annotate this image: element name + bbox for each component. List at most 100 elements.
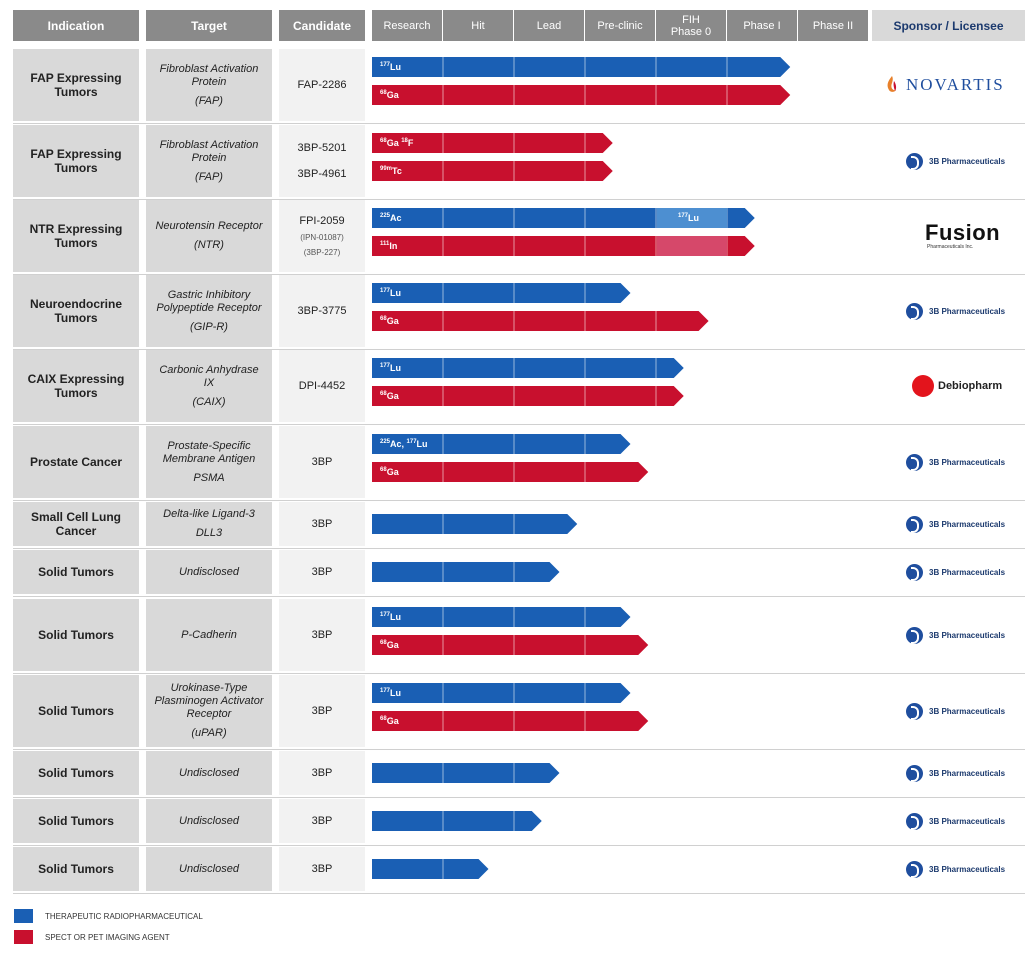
candidate-cell: DPI-4452	[279, 350, 365, 422]
target-line: (FAP)	[195, 94, 223, 107]
row-divider	[13, 797, 1025, 798]
3b-wordmark: 3B Pharmaceuticals	[929, 306, 1006, 316]
candidate-label: 3BP	[311, 767, 333, 779]
target-line: P-Cadherin	[181, 628, 237, 641]
pipeline-bar-imaging	[372, 311, 711, 331]
sponsor-logo-3b: 3B Pharmaceuticals	[906, 275, 1005, 347]
pipeline-bar-imaging	[372, 133, 615, 153]
indication-cell: FAP Expressing Tumors	[13, 49, 139, 121]
3b-wordmark: 3B Pharmaceuticals	[929, 768, 1006, 778]
3b-pharmaceuticals-icon	[906, 453, 923, 471]
isotope-mass: 177	[380, 288, 391, 294]
bar-isotope-label: 68Ga 18F	[380, 138, 414, 148]
pipeline-bar-therapeutic	[372, 859, 491, 879]
bar-isotope-label: 68Ga	[380, 311, 399, 331]
candidate-cell: FAP-2286	[279, 49, 365, 121]
3b-pharmaceuticals-icon	[906, 860, 923, 878]
target-cell: Prostate-Specific Membrane Antigen PSMA	[146, 426, 272, 498]
isotope-symbol: Tc	[392, 166, 402, 176]
isotope-symbol: Ac	[390, 213, 402, 223]
legend-therapeutic: THERAPEUTIC RADIOPHARMACEUTICAL	[14, 909, 203, 923]
row-divider	[13, 500, 1025, 501]
isotope-symbol: Lu	[688, 213, 700, 223]
isotope-mass: 68	[380, 90, 387, 96]
candidate-label: 3BP	[311, 705, 333, 717]
sponsor-logo-novartis: NOVARTIS	[886, 49, 1005, 121]
header-phase-1: Research	[372, 10, 442, 41]
header-phase-7: Phase II	[798, 10, 868, 41]
header-phase-5: FIH Phase 0	[656, 10, 726, 41]
3b-pharmaceuticals-icon	[906, 302, 923, 320]
bar-isotope-label: 177Lu	[380, 358, 401, 378]
3b-pharmaceuticals-icon	[906, 515, 923, 533]
pipeline-bar-therapeutic	[372, 607, 633, 627]
isotope-mass: 111	[380, 241, 390, 247]
target-line: Prostate-Specific Membrane Antigen	[162, 439, 256, 465]
candidate-label: (IPN-01087)	[300, 233, 344, 242]
bar-isotope-label: 177Lu	[380, 607, 401, 627]
isotope-mass: 68	[380, 391, 387, 397]
candidate-label: 3BP	[311, 518, 333, 530]
indication-cell: CAIX Expressing Tumors	[13, 350, 139, 422]
legend-therapeutic-label: THERAPEUTIC RADIOPHARMACEUTICAL	[45, 911, 203, 921]
sponsor-logo-3b: 3B Pharmaceuticals	[906, 502, 1005, 546]
row-divider	[13, 749, 1025, 750]
target-line: Gastric Inhibitory Polypeptide Receptor	[156, 288, 262, 314]
row-divider	[13, 893, 1025, 894]
isotope-mass: 177	[380, 62, 391, 68]
isotope-symbol: Ga	[386, 467, 399, 477]
sponsor-logo-fusion: Fusion Pharmaceuticals Inc.	[925, 200, 1000, 272]
novartis-wordmark: NOVARTIS	[906, 75, 1005, 94]
bar-isotope-label: 177Lu	[678, 208, 699, 228]
target-line: (GIP-R)	[190, 320, 228, 333]
pipeline-bar-highlight	[657, 208, 727, 228]
candidate-cell: 3BP-3775	[279, 275, 365, 347]
3b-wordmark: 3B Pharmaceuticals	[929, 457, 1006, 467]
candidate-cell: 3BP	[279, 426, 365, 498]
isotope-mass: 68	[380, 467, 387, 473]
isotope-mass: 177	[380, 688, 391, 694]
header-indication: Indication	[13, 10, 139, 41]
3b-pharmaceuticals-icon	[906, 812, 923, 830]
bar-isotope-label: 111In	[380, 236, 397, 256]
isotope-mass: 68	[380, 316, 387, 322]
header-phase-6: Phase I	[727, 10, 797, 41]
isotope-mass: 18	[401, 138, 408, 144]
isotope-symbol: Lu	[390, 363, 402, 373]
isotope-symbol: Ga	[386, 90, 399, 100]
3b-wordmark: 3B Pharmaceuticals	[929, 816, 1006, 826]
debiopharm-icon	[912, 375, 934, 397]
isotope-symbol: Ga	[386, 640, 399, 650]
legend-imaging-swatch	[14, 930, 33, 944]
row-divider	[13, 548, 1025, 549]
target-line: (CAIX)	[192, 395, 226, 408]
target-line: (uPAR)	[191, 727, 227, 739]
bar-isotope-label: 225Ac	[380, 208, 402, 228]
indication-cell: Solid Tumors	[13, 799, 139, 843]
target-line: Fibroblast Activation Protein	[159, 62, 259, 88]
target-cell: P-Cadherin	[146, 599, 272, 671]
bar-isotope-label: 177Lu	[380, 683, 401, 703]
row-divider	[13, 424, 1025, 425]
target-cell: Urokinase-Type Plasminogen Activator Rec…	[146, 675, 272, 747]
pipeline-bar-therapeutic	[372, 358, 686, 378]
indication-cell: Solid Tumors	[13, 847, 139, 891]
row-divider	[13, 349, 1025, 350]
isotope-mass: 177	[406, 439, 417, 445]
candidate-cell: 3BP	[279, 799, 365, 843]
target-line: Undisclosed	[179, 862, 239, 875]
indication-cell: Solid Tumors	[13, 599, 139, 671]
bar-isotope-label: 68Ga	[380, 635, 399, 655]
debiopharm-wordmark: Debiopharm	[938, 380, 1003, 392]
candidate-cell: 3BP	[279, 502, 365, 546]
row-divider	[13, 274, 1025, 275]
3b-wordmark: 3B Pharmaceuticals	[929, 706, 1006, 716]
target-line: PSMA	[193, 471, 225, 484]
row-divider	[13, 199, 1025, 200]
target-line: Fibroblast Activation Protein	[159, 138, 259, 164]
candidate-label: 3BP-5201	[297, 142, 347, 154]
pipeline-bar-therapeutic	[372, 562, 562, 582]
target-cell: Undisclosed	[146, 550, 272, 594]
candidate-label: 3BP	[311, 456, 333, 468]
isotope-mass: 225	[380, 213, 391, 219]
